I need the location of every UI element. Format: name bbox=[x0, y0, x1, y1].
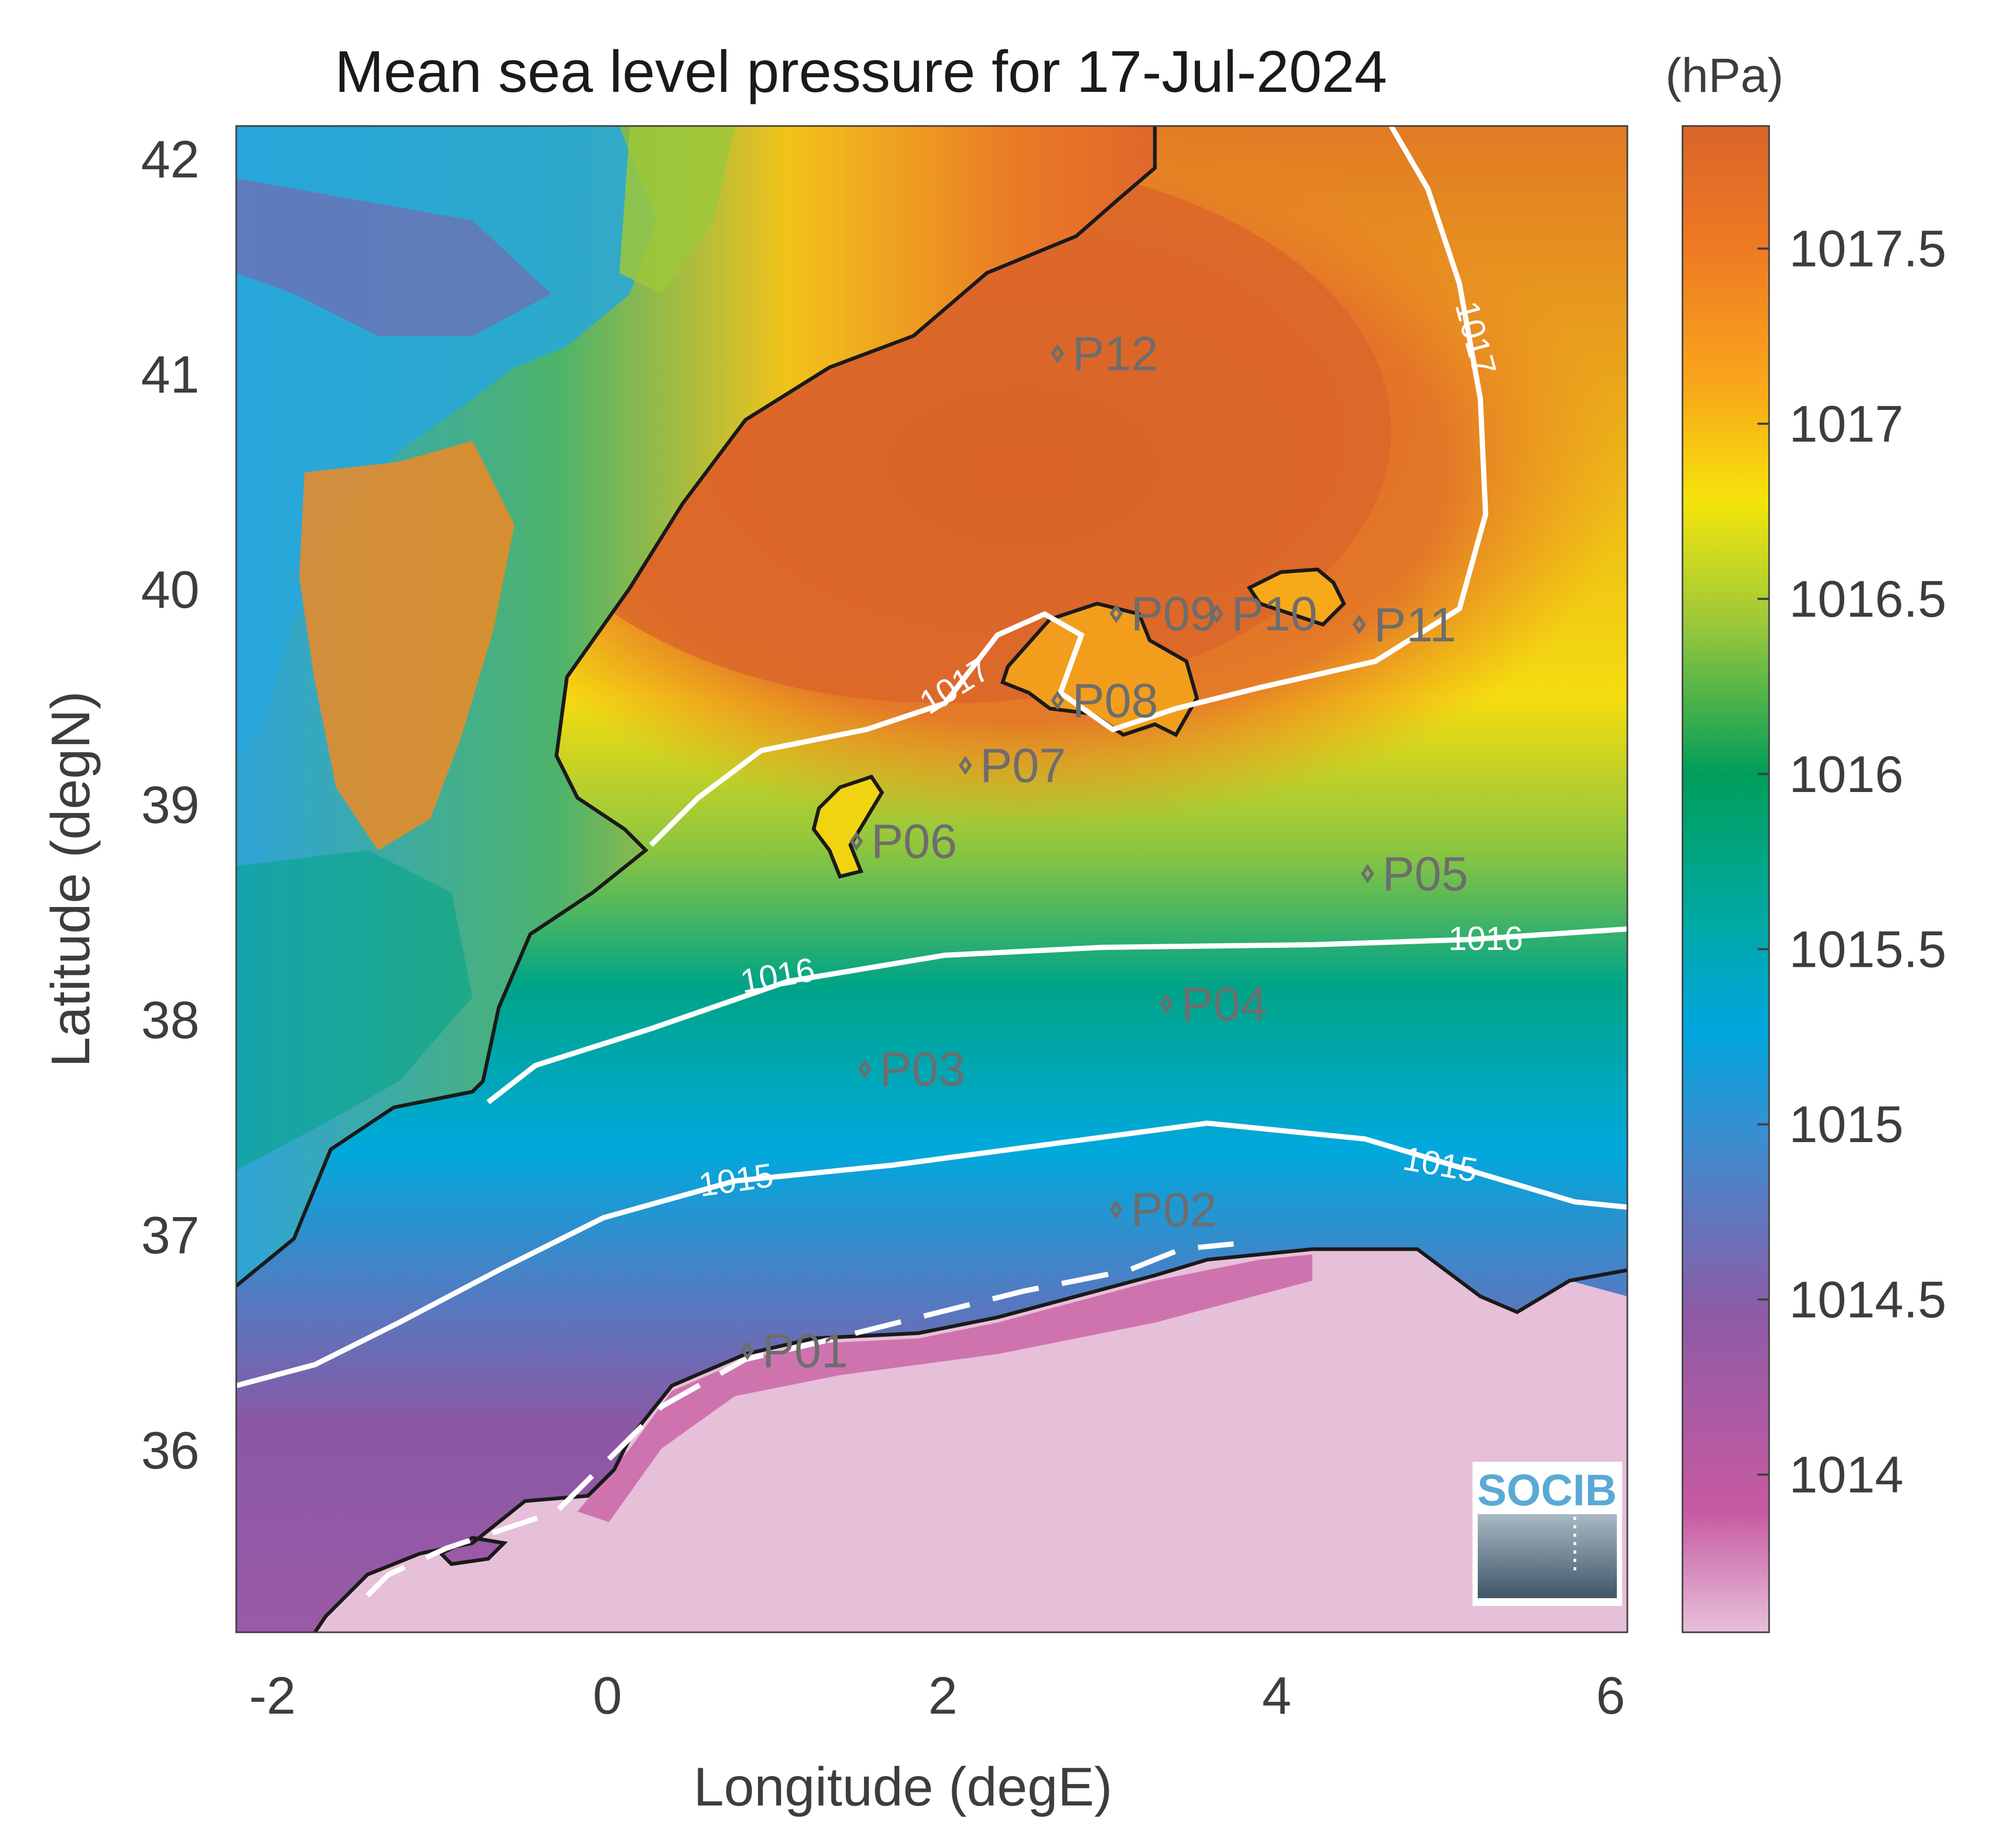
plot-frame bbox=[235, 125, 1628, 1633]
station-label: P03 bbox=[879, 1042, 965, 1096]
contour-label-1016-east: 1016 bbox=[1448, 920, 1523, 957]
x-tick-label: 4 bbox=[1262, 1666, 1291, 1725]
colorbar-tick-label: 1015 bbox=[1789, 1095, 1903, 1153]
station-diamond-icon bbox=[1109, 1200, 1123, 1220]
station-label: P10 bbox=[1232, 587, 1318, 641]
y-tick-label: 37 bbox=[141, 1206, 199, 1265]
island-mallorca bbox=[1000, 601, 1199, 737]
station-label: P11 bbox=[1374, 598, 1456, 652]
y-tick-label: 39 bbox=[141, 776, 199, 835]
station-marker: P04 bbox=[1160, 977, 1267, 1031]
station-label: P08 bbox=[1072, 674, 1158, 727]
station-label: P07 bbox=[980, 739, 1066, 793]
colorbar-ticks: 1017.5 1017 1016.5 1016 1015.5 1015 1014.5 1014 bbox=[1758, 220, 1947, 1504]
station-marker: P05 bbox=[1361, 848, 1468, 901]
station-marker: P03 bbox=[858, 1042, 965, 1096]
station-diamond-icon bbox=[1160, 994, 1173, 1013]
chart-title: Mean sea level pressure for 17-Jul-2024 bbox=[335, 39, 1387, 104]
island-menorca bbox=[1246, 567, 1347, 627]
station-label: P06 bbox=[871, 815, 957, 869]
station-diamond-icon bbox=[1210, 604, 1224, 624]
station-diamond-icon bbox=[1109, 604, 1123, 624]
socib-logo-text: SOCIB bbox=[1477, 1465, 1617, 1515]
station-label: P02 bbox=[1131, 1184, 1217, 1237]
y-tick-label: 38 bbox=[141, 991, 199, 1050]
station-marker: P07 bbox=[959, 739, 1066, 793]
colorbar-tick-label: 1017 bbox=[1789, 395, 1903, 452]
station-marker: P01 bbox=[741, 1324, 848, 1378]
interior-highlands bbox=[236, 178, 551, 336]
colorbar-tick-label: 1014.5 bbox=[1789, 1271, 1947, 1328]
station-marker: P08 bbox=[1050, 674, 1158, 727]
x-tick-label: 0 bbox=[593, 1666, 622, 1725]
colorbar-tick-label: 1016 bbox=[1789, 745, 1903, 803]
station-label: P04 bbox=[1181, 977, 1267, 1031]
station-marker: P02 bbox=[1109, 1184, 1217, 1237]
station-marker: P11 bbox=[1352, 598, 1456, 652]
station-diamond-icon bbox=[1361, 864, 1374, 883]
station-diamond-icon bbox=[741, 1340, 754, 1360]
station-diamond-icon bbox=[1050, 691, 1065, 710]
station-diamond-icon bbox=[959, 755, 972, 775]
y-axis-ticks: 42 41 40 39 38 37 36 bbox=[141, 130, 199, 1480]
colorbar-units: (hPa) bbox=[1666, 49, 1784, 102]
isobar-1017 bbox=[649, 126, 1489, 847]
isobar-1016 bbox=[486, 926, 1627, 1104]
colorbar-gradient bbox=[1681, 125, 1770, 1633]
station-label: P01 bbox=[762, 1324, 848, 1378]
south-land-green bbox=[236, 850, 472, 1170]
x-axis-ticks: -2 0 2 4 6 bbox=[249, 1666, 1625, 1725]
colorbar-tick-label: 1014 bbox=[1789, 1446, 1903, 1504]
colorbar: 1017.5 1017 1016.5 1016 1015.5 1015 1014.5 1014 bbox=[1681, 125, 1947, 1633]
x-axis-label: Longitude (degE) bbox=[693, 1757, 1112, 1818]
y-tick-label: 41 bbox=[141, 345, 199, 404]
station-marker: P10 bbox=[1210, 587, 1318, 641]
x-tick-label: 2 bbox=[928, 1666, 958, 1725]
colorbar-tick-label: 1017.5 bbox=[1789, 220, 1947, 278]
station-marker: P12 bbox=[1050, 328, 1158, 381]
iberia-coastline bbox=[236, 126, 1157, 1287]
station-marker: P09 bbox=[1109, 587, 1217, 641]
station-diamond-icon bbox=[1050, 344, 1065, 363]
station-label: P09 bbox=[1131, 587, 1217, 641]
socib-logo: SOCIB bbox=[1472, 1462, 1622, 1606]
x-tick-label: -2 bbox=[249, 1666, 296, 1725]
north-africa-land bbox=[236, 1249, 1627, 1632]
y-axis-label: Latitude (degN) bbox=[40, 691, 101, 1068]
x-tick-label: 6 bbox=[1596, 1666, 1625, 1725]
station-diamond-icon bbox=[858, 1059, 871, 1079]
y-tick-label: 36 bbox=[141, 1421, 199, 1480]
y-tick-label: 42 bbox=[141, 130, 199, 189]
africa-coast-band bbox=[577, 1254, 1312, 1522]
station-marker: P06 bbox=[849, 815, 957, 869]
colorbar-tick-label: 1016.5 bbox=[1789, 570, 1947, 628]
station-diamond-icon bbox=[1352, 615, 1366, 635]
coastal-range bbox=[299, 441, 514, 850]
isobar-1014-dashed bbox=[365, 1241, 1234, 1598]
station-label: P12 bbox=[1072, 328, 1158, 381]
station-diamond-icon bbox=[849, 831, 863, 851]
station-label: P05 bbox=[1382, 848, 1468, 901]
island-ibiza bbox=[812, 774, 885, 879]
green-slopes bbox=[619, 126, 735, 294]
colorbar-tick-label: 1015.5 bbox=[1789, 920, 1947, 978]
map-plot-area: 1017 1017 1016 1016 1015 1015 P01P02P03P… bbox=[236, 126, 1627, 1632]
isobar-1015 bbox=[236, 1120, 1627, 1388]
y-tick-label: 40 bbox=[141, 561, 199, 619]
